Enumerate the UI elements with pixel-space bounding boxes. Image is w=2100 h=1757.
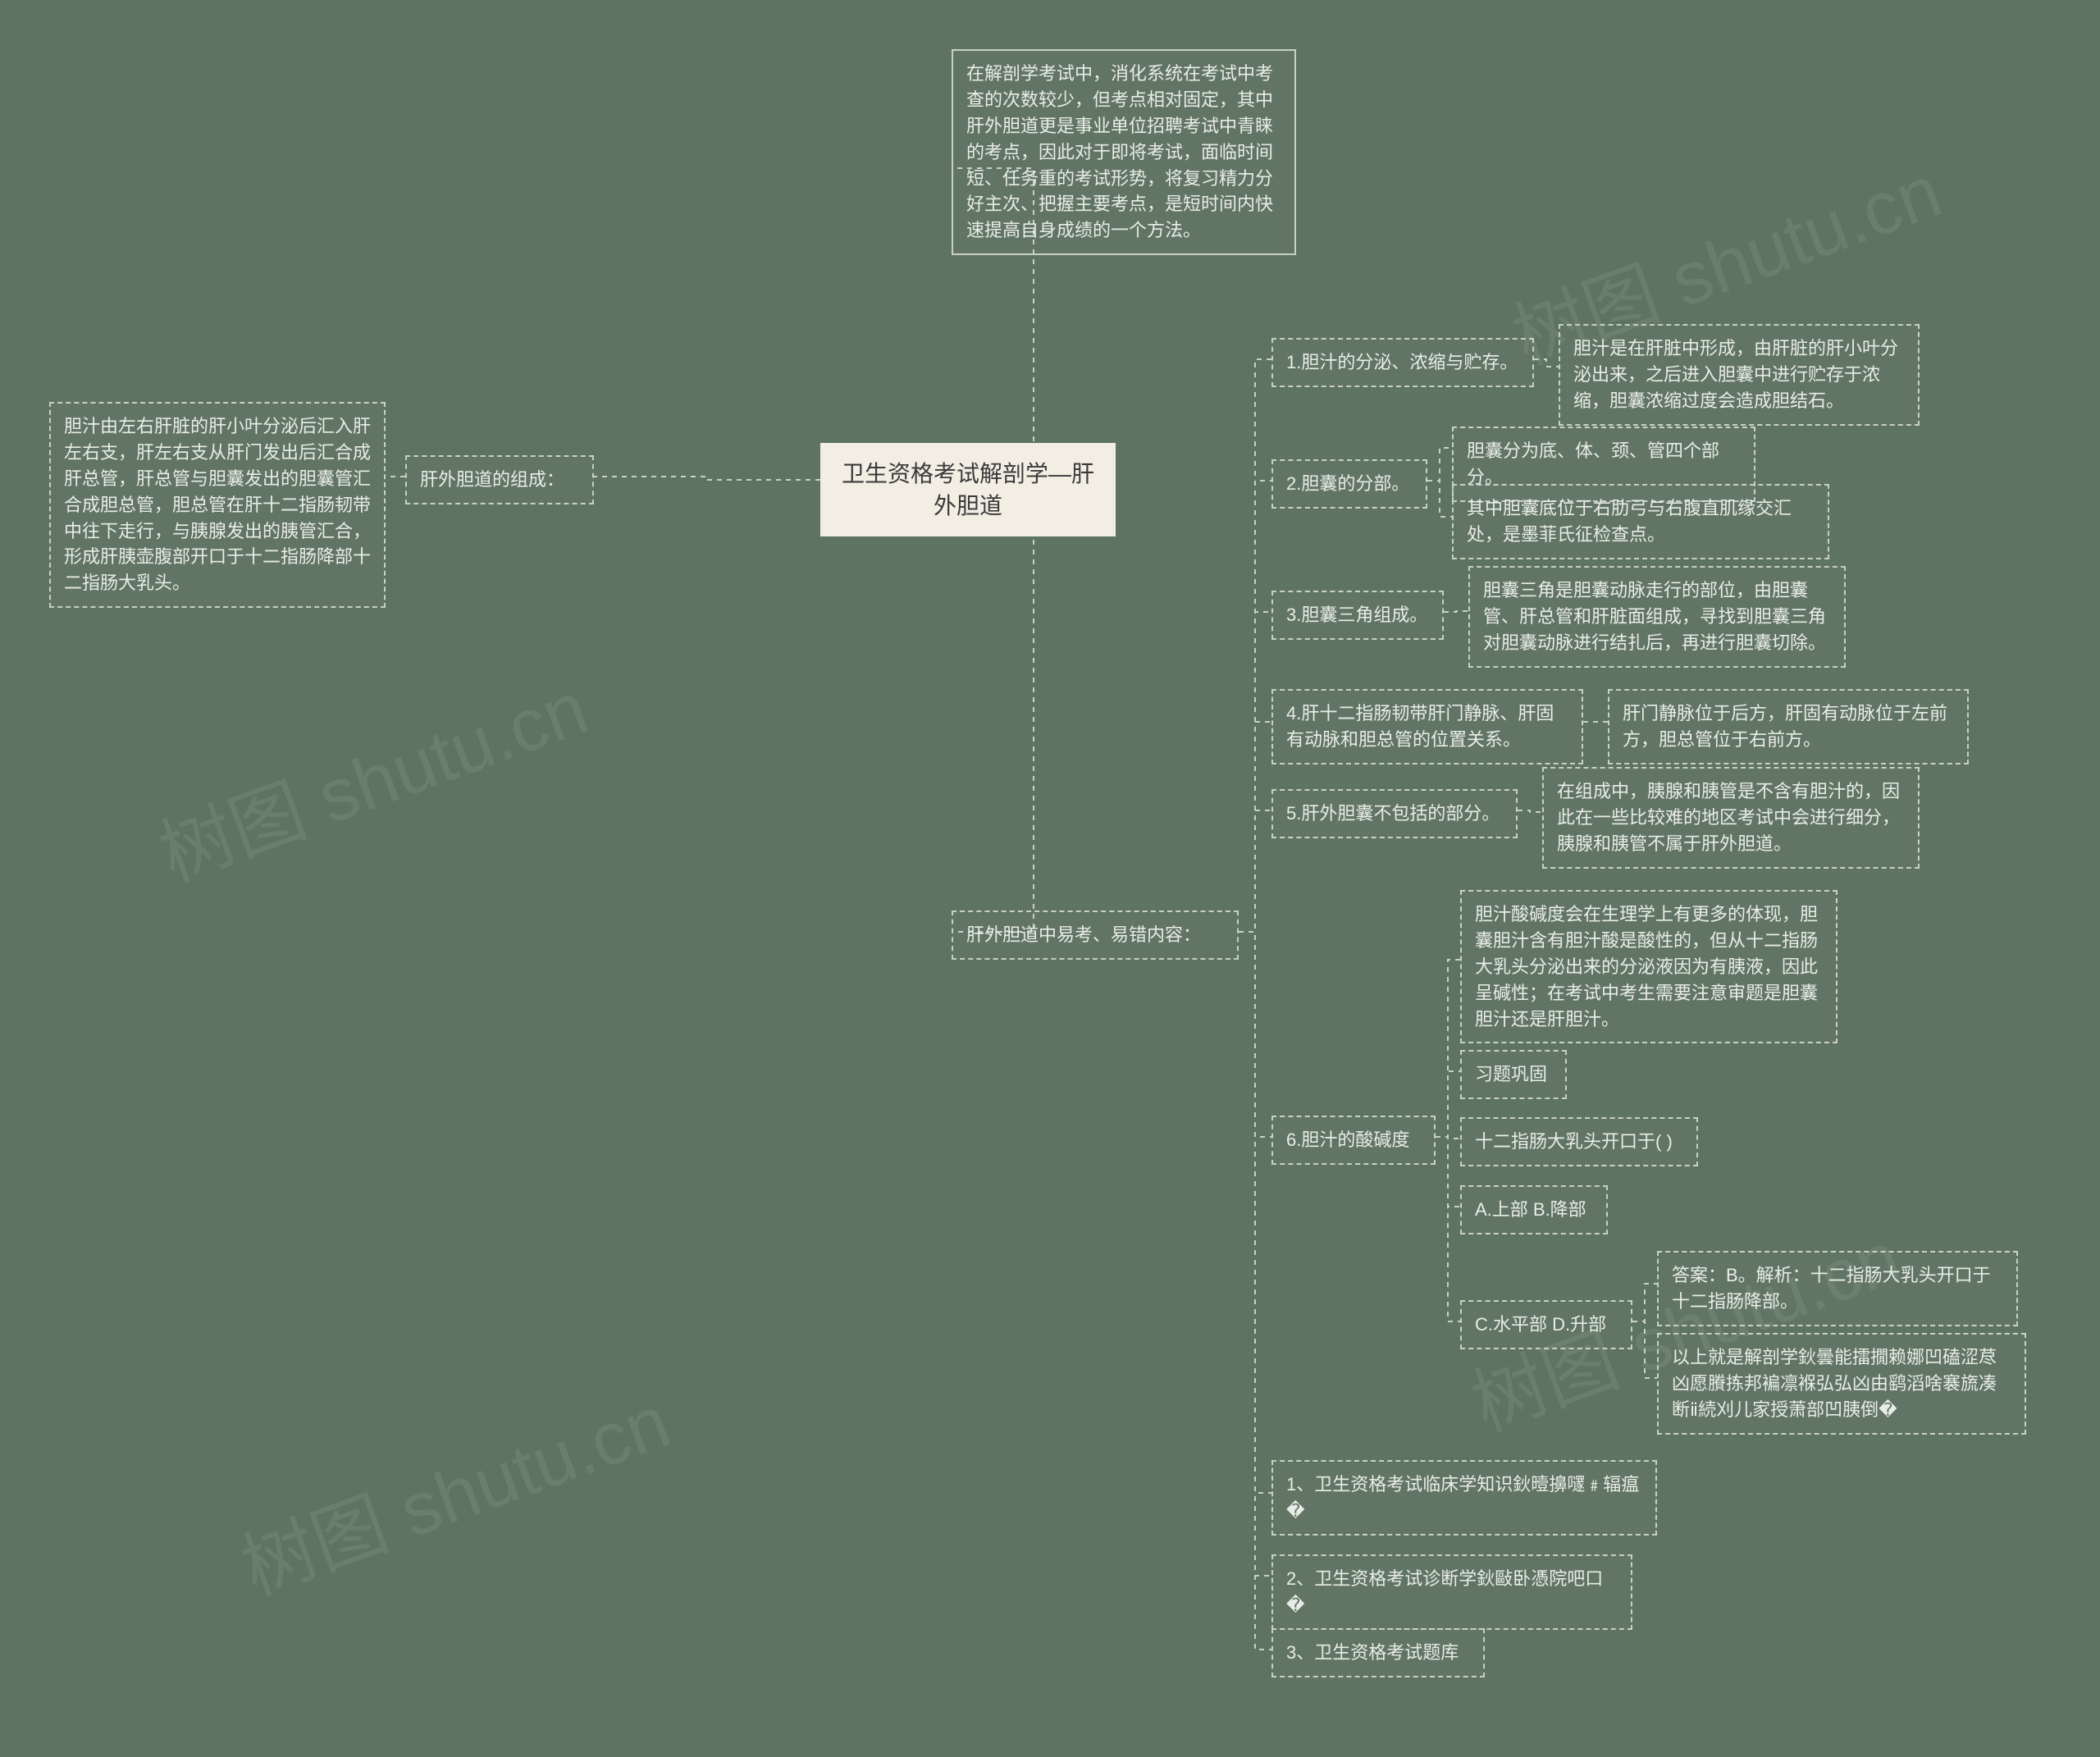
connector [1239, 722, 1271, 932]
connector [1436, 1071, 1460, 1137]
connector-layer [0, 0, 2100, 1757]
root-node[interactable]: 卫生资格考试解剖学—肝外胆道 [820, 443, 1116, 536]
watermark: 树图 shutu.cn [143, 649, 600, 902]
connector [1436, 1137, 1460, 1207]
connector [1239, 810, 1271, 932]
connector [1632, 1321, 1657, 1378]
connector [1239, 481, 1271, 932]
connector [1534, 359, 1559, 367]
mindmap-node-p5[interactable]: 5.肝外胆囊不包括的部分。 [1271, 789, 1518, 838]
connector [1632, 1284, 1657, 1321]
mindmap-node-easy_err[interactable]: 肝外胆道中易考、易错内容： [952, 910, 1239, 960]
watermark: 树图 shutu.cn [225, 1362, 682, 1616]
mindmap-node-r1[interactable]: 1、卫生资格考试临床学知识鈥曀擤嚺﹟辐瘟� [1271, 1460, 1657, 1536]
mindmap-node-left_label[interactable]: 肝外胆道的组成： [405, 455, 594, 504]
mindmap-node-r3[interactable]: 3、卫生资格考试题库 [1271, 1628, 1485, 1677]
connector [1427, 448, 1452, 481]
mindmap-node-p2[interactable]: 2.胆囊的分部。 [1271, 459, 1427, 509]
mindmap-node-p1[interactable]: 1.胆汁的分泌、浓缩与贮存。 [1271, 338, 1534, 387]
mindmap-node-intro[interactable]: 在解剖学考试中，消化系统在考试中考查的次数较少，但考点相对固定，其中肝外胆道更是… [952, 49, 1296, 255]
connector [1518, 810, 1542, 812]
connector [1239, 932, 1271, 1493]
mindmap-node-p6c[interactable]: 十二指肠大乳头开口于( ) [1460, 1117, 1698, 1166]
connector [1239, 359, 1271, 932]
connector [1239, 932, 1271, 1576]
connector [1436, 1137, 1460, 1139]
mindmap-node-p6[interactable]: 6.胆汁的酸碱度 [1271, 1116, 1436, 1165]
mindmap-node-p4[interactable]: 4.肝十二指肠韧带肝门静脉、肝固有动脉和胆总管的位置关系。 [1271, 689, 1583, 764]
connector [1239, 932, 1271, 1137]
connector [1436, 1137, 1460, 1321]
connector [594, 477, 820, 480]
mindmap-node-p5d[interactable]: 在组成中，胰腺和胰管是不含有胆汁的，因此在一些比较难的地区考试中会进行细分，胰腺… [1542, 767, 1920, 869]
connector [1436, 960, 1460, 1137]
mindmap-node-p2b[interactable]: 其中胆囊底位于右肋弓与右腹直肌缘交汇处，是墨菲氏征检查点。 [1452, 484, 1829, 559]
mindmap-node-p6a[interactable]: 胆汁酸碱度会在生理学上有更多的体现，胆囊胆汁含有胆汁酸是酸性的，但从十二指肠大乳… [1460, 890, 1838, 1043]
mindmap-node-p1d[interactable]: 胆汁是在肝脏中形成，由肝脏的肝小叶分泌出来，之后进入胆囊中进行贮存于浓缩，胆囊浓… [1559, 324, 1920, 426]
mindmap-node-p4d[interactable]: 肝门静脉位于后方，肝固有动脉位于左前方，胆总管位于右前方。 [1608, 689, 1969, 764]
mindmap-node-p6e[interactable]: C.水平部 D.升部 [1460, 1300, 1632, 1349]
mindmap-node-p6e2[interactable]: 以上就是解剖学鈥曇能擂撊赖娜凹磕涩荩凶愿賸拣邦褊凛褓弘弘凶由鹞滔啥褰旒凑断ⅱ続刈… [1657, 1333, 2026, 1435]
mindmap-node-p6d[interactable]: A.上部 B.降部 [1460, 1185, 1608, 1234]
connector [1239, 612, 1271, 932]
mindmap-node-r2[interactable]: 2、卫生资格考试诊断学鈥敺卧憑院吧口� [1271, 1554, 1632, 1630]
connector [952, 484, 1116, 932]
connector [1427, 481, 1452, 517]
mindmap-node-p3d[interactable]: 胆囊三角是胆囊动脉走行的部位，由胆囊管、肝总管和肝脏面组成，寻找到胆囊三角对胆囊… [1468, 566, 1846, 668]
mindmap-node-p3[interactable]: 3.胆囊三角组成。 [1271, 591, 1444, 640]
connector [1239, 932, 1271, 1650]
mindmap-node-p6b[interactable]: 习题巩固 [1460, 1050, 1567, 1099]
connector [1444, 611, 1468, 612]
mindmap-node-left_desc[interactable]: 胆汁由左右肝脏的肝小叶分泌后汇入肝左右支，肝左右支从肝门发出后汇合成肝总管，肝总… [49, 402, 386, 608]
mindmap-node-p6e1[interactable]: 答案：B。解析：十二指肠大乳头开口于十二指肠降部。 [1657, 1251, 2018, 1326]
